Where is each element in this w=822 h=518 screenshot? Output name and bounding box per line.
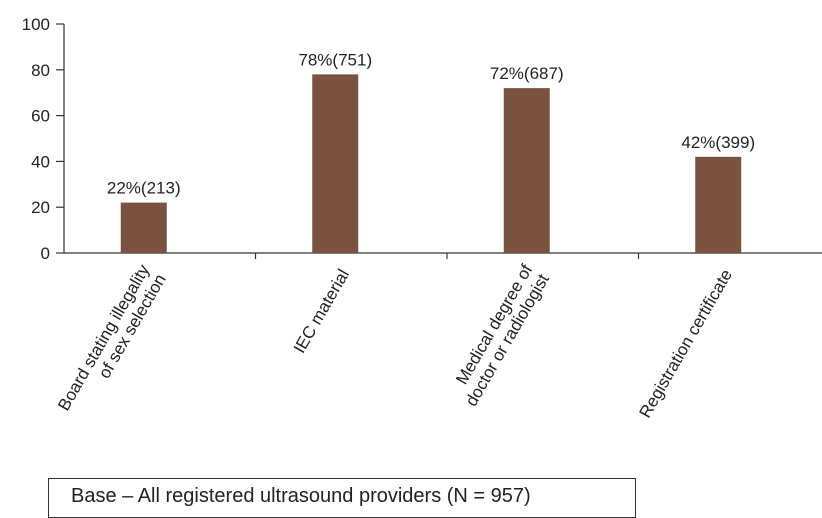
base-note: Base – All registered ultrasound provide…	[48, 478, 636, 518]
bar-chart: 0 20 40 60 80 100 22%(213) Board stating illeg…	[22, 15, 822, 421]
bars	[120, 74, 742, 254]
x-category-label: Registration certificate	[635, 266, 736, 421]
bar	[695, 156, 742, 253]
data-label: 72%(687)	[490, 64, 564, 83]
y-tick-label: 20	[31, 198, 50, 217]
x-category-label-line: Board stating illegality	[54, 261, 153, 414]
axes: 0 20 40 60 80 100	[22, 15, 822, 263]
data-label: 42%(399)	[681, 133, 755, 152]
data-label: 22%(213)	[107, 179, 181, 198]
data-label: 78%(751)	[298, 50, 372, 69]
bar	[120, 202, 167, 253]
y-tick-label: 80	[31, 61, 50, 80]
bar	[312, 74, 359, 253]
y-tick-label: 60	[31, 107, 50, 126]
y-tick-label: 0	[41, 244, 50, 263]
y-tick-label: 100	[22, 15, 50, 34]
x-category-label-line: IEC material	[290, 266, 353, 357]
x-category-label-line: Registration certificate	[635, 266, 736, 421]
bar	[503, 88, 550, 254]
y-tick-label: 40	[31, 152, 50, 171]
x-category-label: IEC material	[290, 266, 353, 357]
